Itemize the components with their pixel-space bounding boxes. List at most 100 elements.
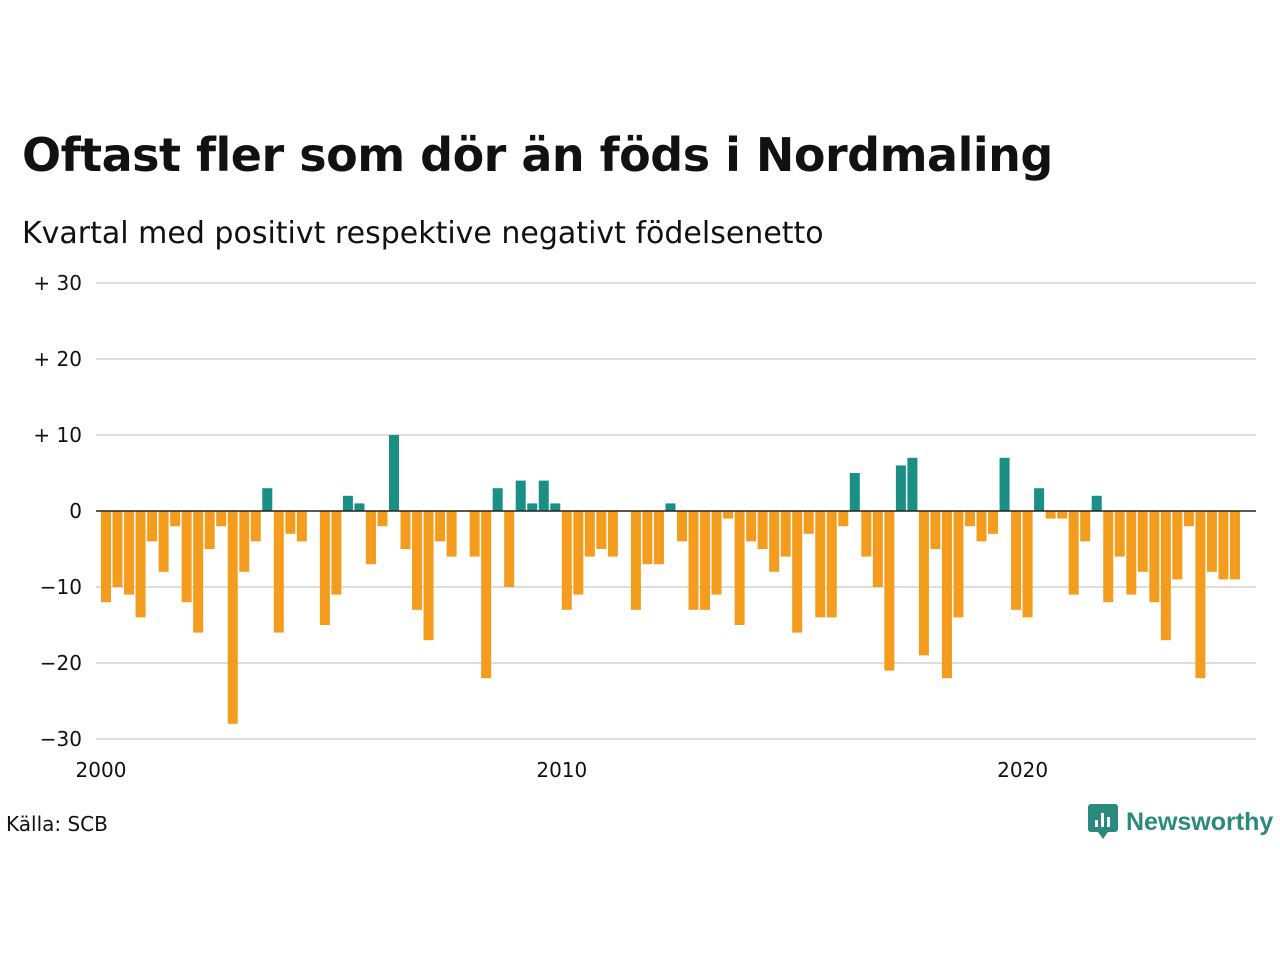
bar-positive — [550, 503, 561, 511]
bar-negative — [285, 511, 296, 534]
bar-negative — [1022, 511, 1033, 618]
bar-chart: −30 −20 −10 0 + 10 + 20 + 30 2000 2010 2020 — [33, 271, 1256, 782]
bar-negative — [1195, 511, 1206, 679]
newsworthy-logo: Newsworthy — [1088, 804, 1273, 840]
bar-negative — [1218, 511, 1229, 580]
bar-negative — [273, 511, 284, 633]
y-axis-ticks: −30 −20 −10 0 + 10 + 20 + 30 — [33, 271, 82, 751]
bar-negative — [446, 511, 457, 557]
bar-negative — [653, 511, 664, 565]
bar-negative — [561, 511, 572, 610]
bar-negative — [826, 511, 837, 618]
bar-negative — [918, 511, 929, 656]
bar-negative — [815, 511, 826, 618]
bars — [101, 435, 1240, 724]
bar-negative — [861, 511, 872, 557]
y-tick-label: + 30 — [33, 271, 82, 295]
bar-negative — [1229, 511, 1240, 580]
bar-negative — [435, 511, 446, 542]
grid-lines — [96, 282, 1256, 740]
bar-positive — [389, 435, 399, 511]
bar-negative — [1045, 511, 1056, 519]
bar-negative — [688, 511, 699, 610]
x-axis-ticks: 2000 2010 2020 — [76, 758, 1049, 782]
bar-negative — [193, 511, 204, 633]
bar-negative — [239, 511, 250, 572]
bar-negative — [400, 511, 411, 549]
y-tick-label: −20 — [40, 651, 82, 675]
bar-negative — [642, 511, 653, 565]
source-note: Källa: SCB — [6, 812, 108, 836]
bar-negative — [988, 511, 999, 534]
bar-negative — [147, 511, 158, 542]
bar-negative — [965, 511, 975, 527]
bar-negative — [170, 511, 181, 527]
bar-negative — [1137, 511, 1148, 572]
bar-negative — [584, 511, 595, 557]
bar-negative — [630, 511, 641, 610]
chart-title: Oftast fler som dör än föds i Nordmaling — [22, 128, 1053, 182]
bar-negative — [941, 511, 952, 679]
bar-negative — [573, 511, 584, 595]
bar-negative — [711, 511, 722, 595]
bar-positive — [907, 457, 918, 511]
bar-negative — [930, 511, 941, 549]
bar-negative — [872, 511, 883, 587]
bar-negative — [769, 511, 780, 572]
bar-negative — [124, 511, 135, 595]
bar-negative — [1011, 511, 1022, 610]
bar-negative — [319, 511, 330, 625]
bar-negative — [734, 511, 745, 625]
y-tick-label: −10 — [40, 575, 82, 599]
bar-negative — [204, 511, 215, 549]
bar-negative — [1206, 511, 1217, 572]
bar-negative — [331, 511, 342, 595]
bar-positive — [342, 495, 353, 511]
bar-negative — [838, 511, 849, 527]
bar-negative — [757, 511, 768, 549]
bar-positive — [527, 503, 538, 511]
bar-positive — [492, 488, 503, 511]
bar-positive — [515, 480, 526, 511]
bar-negative — [1149, 511, 1160, 603]
bar-negative — [1114, 511, 1125, 557]
bar-negative — [296, 511, 307, 542]
x-tick-label: 2020 — [997, 758, 1048, 782]
bar-negative — [677, 511, 687, 542]
bar-positive — [999, 457, 1010, 511]
bar-negative — [227, 511, 238, 724]
bar-positive — [1034, 488, 1045, 511]
bar-negative — [469, 511, 480, 557]
x-tick-label: 2000 — [76, 758, 127, 782]
y-tick-label: + 10 — [33, 423, 82, 447]
bar-negative — [158, 511, 169, 572]
bar-negative — [377, 511, 388, 527]
x-tick-label: 2010 — [536, 758, 587, 782]
bar-negative — [953, 511, 964, 618]
bar-positive — [354, 503, 365, 511]
bar-negative — [250, 511, 261, 542]
bar-negative — [723, 511, 734, 519]
bar-positive — [849, 473, 860, 511]
y-tick-label: −30 — [40, 727, 82, 751]
bar-negative — [1103, 511, 1114, 603]
bar-negative — [423, 511, 434, 641]
bar-negative — [1172, 511, 1183, 580]
bar-negative — [884, 511, 895, 671]
bar-positive — [262, 488, 273, 511]
bar-negative — [1068, 511, 1079, 595]
bar-negative — [1080, 511, 1091, 542]
bar-negative — [1057, 511, 1068, 519]
bar-negative — [216, 511, 227, 527]
bar-negative — [596, 511, 607, 549]
bar-negative — [101, 511, 111, 603]
bar-negative — [481, 511, 492, 679]
bar-negative — [607, 511, 618, 557]
bar-negative — [365, 511, 376, 565]
bar-negative — [412, 511, 423, 610]
bar-positive — [538, 480, 549, 511]
y-tick-label: 0 — [69, 499, 82, 523]
newsworthy-logo-text: Newsworthy — [1126, 807, 1274, 836]
bar-negative — [700, 511, 711, 610]
bar-positive — [665, 503, 676, 511]
